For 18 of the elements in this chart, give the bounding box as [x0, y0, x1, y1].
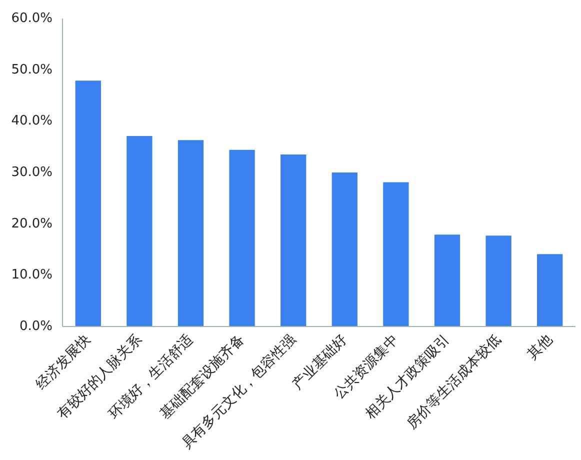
bar [126, 136, 152, 326]
bar [229, 150, 255, 326]
y-tick-label: 40.0% [11, 114, 53, 129]
y-tick-label: 20.0% [11, 216, 53, 232]
bar [178, 140, 204, 326]
x-tick-label: 其他 [524, 332, 556, 363]
y-tick-label: 0.0% [19, 319, 53, 334]
y-tick-label: 50.0% [11, 62, 53, 78]
y-tick-label: 60.0% [11, 11, 53, 26]
y-tick-label: 30.0% [11, 165, 53, 180]
bar [383, 182, 409, 326]
y-tick-label: 10.0% [11, 268, 53, 283]
bar [486, 236, 512, 326]
bar [75, 80, 101, 326]
bar [537, 254, 563, 326]
bar [434, 234, 460, 326]
bar [280, 154, 306, 326]
bar [332, 172, 358, 326]
